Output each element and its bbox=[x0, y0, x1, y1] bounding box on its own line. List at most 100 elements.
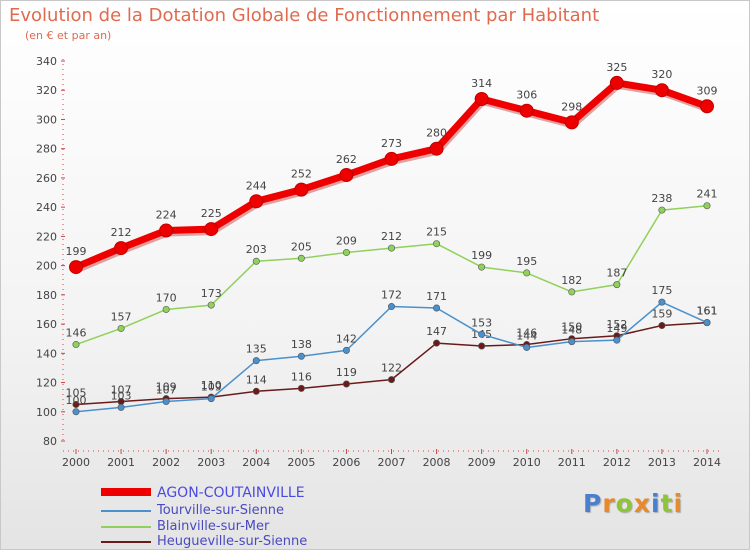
x-tick-label: 2001 bbox=[107, 456, 135, 469]
data-point bbox=[568, 338, 576, 346]
y-tick-label: 260 bbox=[36, 172, 57, 185]
legend-label: AGON-COUTAINVILLE bbox=[157, 485, 305, 501]
data-label: 110 bbox=[201, 379, 222, 392]
data-label: 314 bbox=[471, 77, 492, 90]
data-label: 175 bbox=[651, 284, 672, 297]
data-point bbox=[609, 75, 624, 90]
data-label: 306 bbox=[516, 89, 537, 102]
y-tick-label: 160 bbox=[36, 318, 57, 331]
data-point bbox=[204, 222, 219, 237]
data-point bbox=[342, 346, 350, 354]
data-point bbox=[474, 92, 489, 106]
data-label: 273 bbox=[381, 137, 402, 150]
data-point bbox=[117, 324, 125, 332]
data-point bbox=[519, 103, 534, 118]
data-point bbox=[703, 202, 711, 210]
data-point bbox=[478, 263, 486, 271]
data-label: 215 bbox=[426, 226, 447, 239]
data-point bbox=[342, 380, 350, 388]
data-point bbox=[72, 400, 80, 408]
data-point bbox=[69, 260, 83, 275]
data-label: 252 bbox=[291, 168, 312, 181]
data-label: 122 bbox=[381, 362, 402, 375]
data-point bbox=[252, 387, 260, 395]
y-tick-label: 240 bbox=[36, 201, 57, 214]
data-label: 209 bbox=[336, 234, 357, 247]
data-point bbox=[207, 395, 215, 403]
x-tick-label: 2004 bbox=[242, 456, 270, 469]
logo-letter: t bbox=[660, 489, 674, 518]
data-label: 309 bbox=[697, 84, 718, 97]
data-point bbox=[339, 168, 354, 182]
data-label: 119 bbox=[336, 366, 357, 379]
data-point bbox=[294, 182, 309, 197]
data-point bbox=[478, 342, 486, 350]
data-label: 146 bbox=[516, 327, 537, 340]
data-label: 142 bbox=[336, 332, 357, 345]
y-tick-label: 280 bbox=[36, 143, 57, 156]
data-point bbox=[433, 240, 441, 248]
data-point bbox=[387, 303, 395, 311]
data-point bbox=[384, 151, 399, 166]
logo-letter: o bbox=[615, 489, 634, 518]
data-label: 161 bbox=[697, 305, 718, 318]
data-point bbox=[249, 194, 264, 209]
data-label: 262 bbox=[336, 153, 357, 166]
data-point bbox=[297, 352, 305, 360]
legend-swatch bbox=[101, 510, 151, 512]
data-label: 149 bbox=[606, 322, 627, 335]
data-label: 105 bbox=[66, 386, 87, 399]
data-point bbox=[117, 403, 125, 411]
data-point bbox=[703, 319, 711, 327]
data-label: 147 bbox=[426, 325, 447, 338]
data-point bbox=[568, 288, 576, 296]
data-point bbox=[658, 206, 666, 214]
data-label: 298 bbox=[561, 100, 582, 113]
data-point bbox=[387, 244, 395, 252]
data-label: 205 bbox=[291, 240, 312, 253]
data-point bbox=[429, 141, 444, 156]
data-label: 103 bbox=[111, 389, 132, 402]
proxiti-logo: Proxiti bbox=[583, 489, 683, 518]
data-label: 280 bbox=[426, 127, 447, 140]
data-point bbox=[342, 248, 350, 256]
x-tick-label: 2014 bbox=[693, 456, 721, 469]
data-point bbox=[433, 304, 441, 312]
x-tick-label: 2005 bbox=[287, 456, 315, 469]
y-tick-label: 80 bbox=[43, 435, 57, 448]
logo-letter: i bbox=[673, 489, 684, 518]
data-label: 107 bbox=[111, 384, 132, 397]
data-label: 150 bbox=[561, 321, 582, 334]
data-label: 148 bbox=[561, 324, 582, 337]
data-point bbox=[297, 254, 305, 262]
data-label: 224 bbox=[156, 209, 177, 222]
data-label: 238 bbox=[651, 192, 672, 205]
data-point bbox=[297, 384, 305, 392]
y-tick-label: 340 bbox=[36, 55, 57, 68]
x-tick-label: 2010 bbox=[513, 456, 541, 469]
data-label: 100 bbox=[66, 394, 87, 407]
y-tick-label: 320 bbox=[36, 84, 57, 97]
x-tick-label: 2008 bbox=[423, 456, 451, 469]
data-label: 244 bbox=[246, 179, 267, 192]
x-tick-label: 2011 bbox=[558, 456, 586, 469]
data-label: 109 bbox=[156, 381, 177, 394]
x-tick-label: 2009 bbox=[468, 456, 496, 469]
chart-subtitle: (en € et par an) bbox=[25, 29, 112, 42]
data-label: 195 bbox=[516, 255, 537, 268]
data-label: 116 bbox=[291, 370, 312, 383]
data-label: 107 bbox=[156, 384, 177, 397]
data-label: 199 bbox=[471, 249, 492, 262]
data-point bbox=[613, 336, 621, 344]
y-tick-label: 200 bbox=[36, 260, 57, 273]
data-label: 225 bbox=[201, 207, 222, 220]
data-label: 114 bbox=[246, 373, 267, 386]
data-point bbox=[523, 343, 531, 351]
data-label: 171 bbox=[426, 290, 447, 303]
data-point bbox=[523, 269, 531, 277]
data-label: 212 bbox=[111, 226, 132, 239]
data-point bbox=[162, 305, 170, 313]
y-tick-label: 120 bbox=[36, 377, 57, 390]
